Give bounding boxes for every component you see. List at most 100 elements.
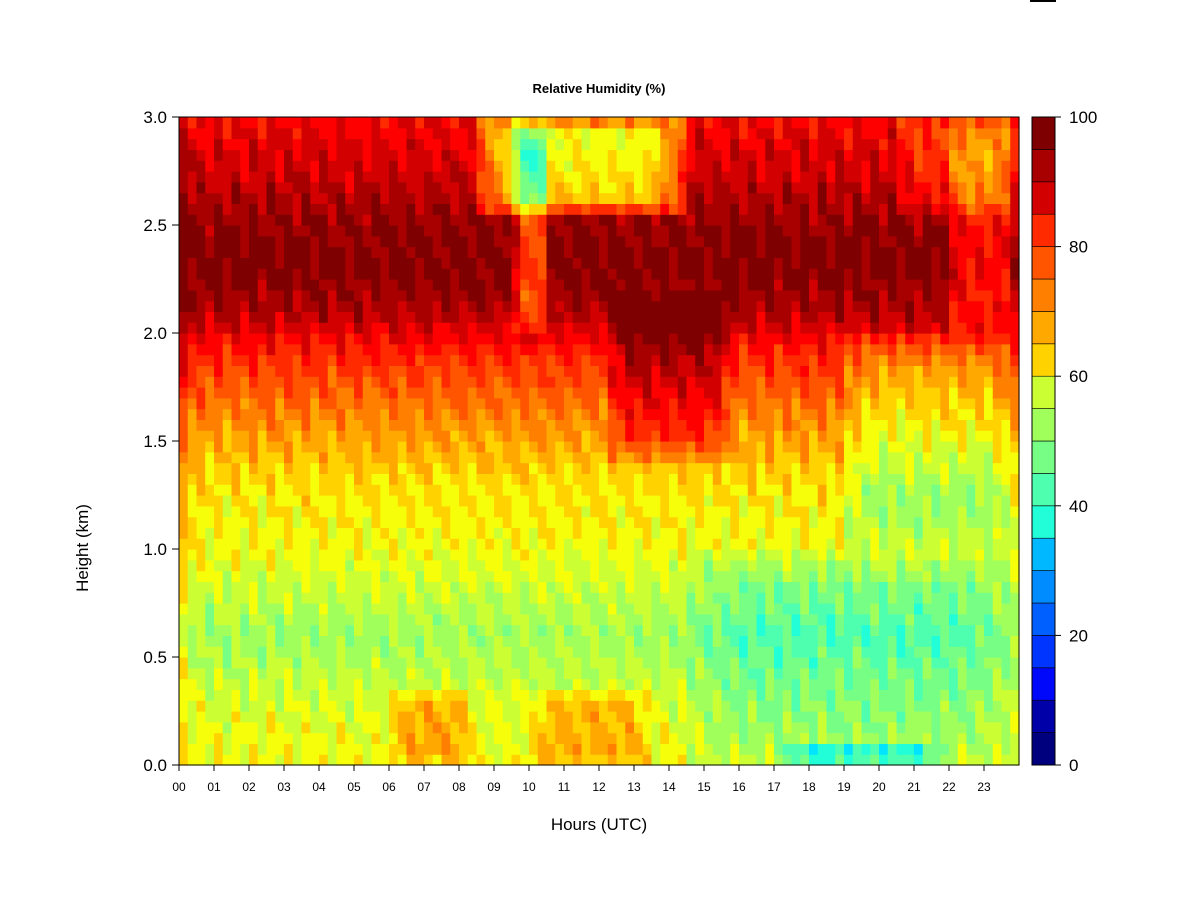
heatmap-cell <box>651 268 661 280</box>
heatmap-cell <box>642 117 653 129</box>
heatmap-cell <box>669 257 679 269</box>
heatmap-cell <box>231 495 241 507</box>
heatmap-cell <box>275 441 285 453</box>
heatmap-cell <box>415 549 425 561</box>
heatmap-cell <box>572 181 583 194</box>
heatmap-cell <box>581 721 591 734</box>
heatmap-cell <box>704 516 714 528</box>
heatmap-cell <box>432 311 443 323</box>
heatmap-cell <box>581 559 591 572</box>
heatmap-cell <box>590 354 600 366</box>
heatmap-cell <box>852 268 863 280</box>
heatmap-cell <box>257 322 268 334</box>
heatmap-cell <box>887 484 898 496</box>
heatmap-cell <box>441 581 451 593</box>
heatmap-cell <box>441 376 451 388</box>
heatmap-cell <box>319 235 329 248</box>
heatmap-cell <box>327 570 338 582</box>
heatmap-cell <box>266 462 276 474</box>
heatmap-cell <box>362 667 373 680</box>
heatmap-cell <box>345 516 355 528</box>
heatmap-cell <box>634 635 644 647</box>
heatmap-cell <box>397 354 408 366</box>
heatmap-cell <box>887 117 898 129</box>
heatmap-cell <box>660 592 670 604</box>
heatmap-cell <box>555 279 565 291</box>
heatmap-cell <box>660 117 670 129</box>
heatmap-cell <box>319 538 329 550</box>
heatmap-cell <box>450 203 460 215</box>
heatmap-cell <box>345 289 355 302</box>
heatmap-cell <box>292 516 303 528</box>
heatmap-cell <box>651 214 661 226</box>
heatmap-cell <box>284 192 294 204</box>
heatmap-cell <box>651 559 661 572</box>
heatmap-cell <box>852 700 863 712</box>
heatmap-cell <box>459 711 469 723</box>
heatmap-cell <box>555 570 565 582</box>
heatmap-cell <box>844 516 854 528</box>
heatmap-cell <box>214 441 224 453</box>
heatmap-cell <box>581 592 591 604</box>
heatmap-cell <box>537 397 548 410</box>
heatmap-cell <box>581 495 591 507</box>
heatmap-cell <box>362 516 373 528</box>
heatmap-cell <box>896 484 906 496</box>
heatmap-cell <box>397 678 408 690</box>
heatmap-cell <box>564 279 574 291</box>
heatmap-cell <box>721 354 731 366</box>
heatmap-cell <box>572 678 583 690</box>
heatmap-cell <box>187 408 198 420</box>
heatmap-cell <box>651 495 661 507</box>
heatmap-cell <box>800 667 810 680</box>
heatmap-cell <box>389 462 399 474</box>
heatmap-cell <box>450 268 460 280</box>
heatmap-cell <box>669 322 679 334</box>
heatmap-cell <box>712 451 723 464</box>
heatmap-cell <box>424 613 434 626</box>
heatmap-cell <box>240 322 250 334</box>
heatmap-cell <box>537 160 548 172</box>
heatmap-cell <box>782 171 793 183</box>
heatmap-cell <box>616 171 626 183</box>
heatmap-cell <box>765 721 775 734</box>
heatmap-cell <box>362 138 373 150</box>
heatmap-cell <box>669 419 679 431</box>
heatmap-cell <box>415 225 425 237</box>
heatmap-cell <box>459 343 469 356</box>
heatmap-cell <box>406 430 416 442</box>
heatmap-cell <box>616 743 626 755</box>
heatmap-cell <box>511 376 521 388</box>
heatmap-cell <box>756 700 766 712</box>
heatmap-cell <box>284 419 294 431</box>
heatmap-cell <box>432 300 443 312</box>
heatmap-cell <box>686 268 696 280</box>
heatmap-cell <box>502 592 513 604</box>
heatmap-cell <box>179 333 189 345</box>
heatmap-cell <box>450 473 460 485</box>
heatmap-cell <box>774 408 784 420</box>
heatmap-cell <box>327 754 338 766</box>
heatmap-cell <box>564 700 574 712</box>
heatmap-cell <box>590 743 600 755</box>
heatmap-cell <box>310 538 320 550</box>
heatmap-cell <box>564 570 574 582</box>
heatmap-cell <box>415 160 425 172</box>
heatmap-cell <box>432 603 443 615</box>
heatmap-cell <box>774 333 784 345</box>
heatmap-cell <box>406 505 416 518</box>
heatmap-cell <box>704 289 714 302</box>
heatmap-cell <box>389 603 399 615</box>
heatmap-cell <box>870 441 880 453</box>
heatmap-cell <box>564 203 574 215</box>
heatmap-cell <box>537 387 548 399</box>
heatmap-cell <box>284 289 294 302</box>
heatmap-cell <box>389 235 399 248</box>
heatmap-cell <box>520 743 530 755</box>
heatmap-cell <box>669 613 679 626</box>
heatmap-cell <box>494 138 504 150</box>
heatmap-cell <box>485 365 495 377</box>
heatmap-cell <box>301 538 311 550</box>
heatmap-cell <box>205 408 215 420</box>
heatmap-cell <box>712 138 723 150</box>
